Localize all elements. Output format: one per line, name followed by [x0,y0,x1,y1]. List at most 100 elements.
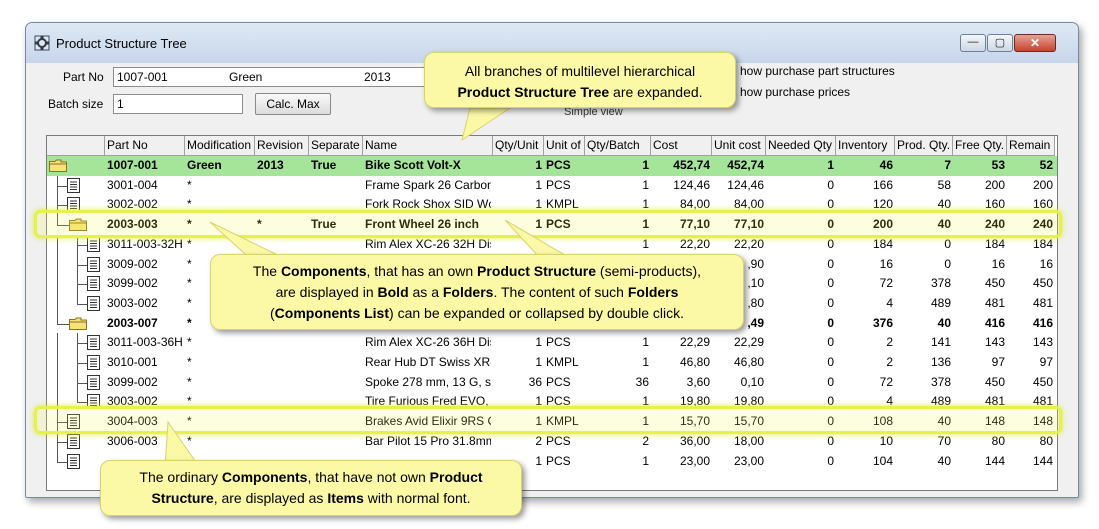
tree-line [57,274,58,295]
cell-need: 0 [827,197,834,212]
column-header[interactable]: Cost [651,136,712,156]
item-row[interactable]: 3011-003-32H * Rim Alex XC-26 32H Disc 1 22,… [47,234,1057,255]
maximize-icon: ▢ [994,37,1006,49]
cell-ucost: 18,00 [733,433,764,448]
simple-view-checkbox[interactable]: Simple view [564,106,623,118]
mid-bold: Components [280,263,367,279]
item-row[interactable]: 3099-002 * Spoke 278 mm, 13 G, sta 36 PCS 36 3… [47,372,1057,393]
column-header[interactable]: Inventory [836,136,895,156]
cell-ucost: 77,10 [733,217,764,232]
column-header[interactable]: Remain [1007,136,1055,156]
batch-size-field[interactable]: 1 [113,94,243,114]
cell-batch: 36 [635,374,649,389]
cell-inv: 120 [872,197,893,212]
document-icon [87,374,100,390]
calc-max-button[interactable]: Calc. Max [255,93,331,115]
cell-ucost: 452,74 [727,158,764,172]
part-no-field[interactable]: 1007-001 Green 2013 [113,67,443,87]
cell-inv: 4 [886,394,893,409]
mid-text: The [252,263,281,279]
cell-cost: 77,10 [679,217,710,232]
close-button[interactable]: ✕ [1014,34,1056,52]
cell-mod: * [187,256,192,271]
column-header[interactable]: Unit of [544,136,585,156]
mid-bold: Product Structure [477,263,597,279]
cell-mod: * [187,394,192,409]
cell-cost: 452,74 [673,158,710,172]
item-row[interactable]: 3099-002 * ,10 0 72 378 450 450 [47,274,1057,295]
column-header[interactable]: Needed Qty [766,136,836,156]
revision-value: 2013 [364,70,391,84]
cell-need: 0 [827,177,834,192]
tree-line [77,363,87,364]
maximize-button[interactable]: ▢ [987,34,1013,52]
cell-prod: 489 [930,295,951,310]
bottom-text: , that have not own [307,469,430,485]
cell-mod: * [187,433,192,448]
column-header[interactable]: Qty/Batch [585,136,651,156]
cell-need: 0 [827,414,834,429]
column-header[interactable]: Free Qty. [953,136,1007,156]
tree-line [57,234,58,255]
cell-ucost: 46,80 [733,355,764,369]
cell-part: 2003-003 [107,217,158,232]
column-header[interactable]: Separate [309,136,363,156]
minimize-button[interactable]: — [960,34,986,52]
column-header[interactable]: Revision [255,136,309,156]
grid-header: Part No Modification Revision Separate Name Q… [47,136,1057,156]
mid-text: (semi-products), [596,263,702,279]
tree-line [77,392,78,403]
folder-row[interactable]: 2003-007 * ,49 0 376 40 416 416 [47,313,1057,334]
item-row[interactable]: 3010-001 * Rear Hub DT Swiss XR-I 1 KMPL 1 46,… [47,353,1057,373]
cell-unit: PCS [546,374,571,389]
cell-batch: 1 [642,197,649,212]
top-callout-pointer [461,107,512,142]
document-icon [87,394,100,410]
cell-qty: 1 [535,453,542,468]
cell-cost: 19,80 [679,394,710,409]
tree-line [57,372,58,393]
cell-mod: * [187,217,192,232]
batch-size-value: 1 [117,97,124,111]
cell-batch: 1 [642,177,649,192]
cell-cost: 46,80 [679,355,710,369]
tree-line [57,293,58,314]
column-header[interactable]: Part No [105,136,185,156]
column-header[interactable]: Modification [185,136,255,156]
column-header[interactable]: Name [363,136,493,156]
cell-unit: KMPL [546,355,579,369]
folder-row[interactable]: 1007-001 Green 2013 True Bike Scott Volt-X 1 P… [47,156,1057,176]
cell-remain: 52 [1039,158,1053,172]
cell-prod: 40 [937,217,951,232]
folder-row[interactable]: 2003-003 * * True Front Wheel 26 inch 1 PCS 1 77… [47,215,1057,235]
column-header[interactable]: Unit cost [712,136,766,156]
cell-prod: 7 [944,158,951,172]
cell-part: 3011-003-32H [107,236,183,251]
show-purchase-prices-checkbox[interactable]: how purchase prices [740,85,851,99]
cell-remain: 481 [1032,394,1053,409]
item-row[interactable]: 3002-002 * Fork Rock Shox SID Wc 1 KMPL 1 84,0… [47,195,1057,216]
column-header[interactable]: Qty/Unit [493,136,544,156]
cell-ucost: 22,20 [733,236,764,251]
item-row[interactable]: 3003-002 * Tire Furious Fred EVO, 2 1 PCS 1 19… [47,392,1057,413]
header-tree-column [47,136,105,156]
item-row[interactable]: 3003-002 * ,80 0 4 489 481 481 [47,293,1057,314]
cell-inv: 10 [879,433,893,448]
item-row[interactable]: 1 PCS 1 23,00 23,00 0 104 40 144 144 [47,451,1057,472]
tree-line [57,254,58,275]
cell-mod: Green [187,158,222,172]
cell-free: 481 [984,295,1005,310]
item-row[interactable]: 3004-003 * Brakes Avid Elixir 9RS C. 1 KMPL 1… [47,412,1057,433]
cell-name: Tire Furious Fred EVO, 2 [365,394,491,409]
cell-name: Brakes Avid Elixir 9RS C. [365,414,491,429]
column-header[interactable]: Prod. Qty. [895,136,953,156]
item-row[interactable]: 3011-003-36H * Rim Alex XC-26 36H Disc 1 PCS… [47,333,1057,354]
show-purchase-structures-checkbox[interactable]: how purchase part structures [740,64,895,78]
bottom-bold: Structure [151,490,214,506]
item-row[interactable]: 3006-003 * Bar Pilot 15 Pro 31.8mm 2 PCS 2 36,… [47,431,1057,452]
item-row[interactable]: 3001-004 * Frame Spark 26 Carbon, 1 PCS 1 124,… [47,175,1057,196]
cell-remain: 97 [1039,355,1053,369]
item-row[interactable]: 3009-002 * ,90 0 16 0 16 16 [47,254,1057,275]
tree-line [57,185,67,187]
